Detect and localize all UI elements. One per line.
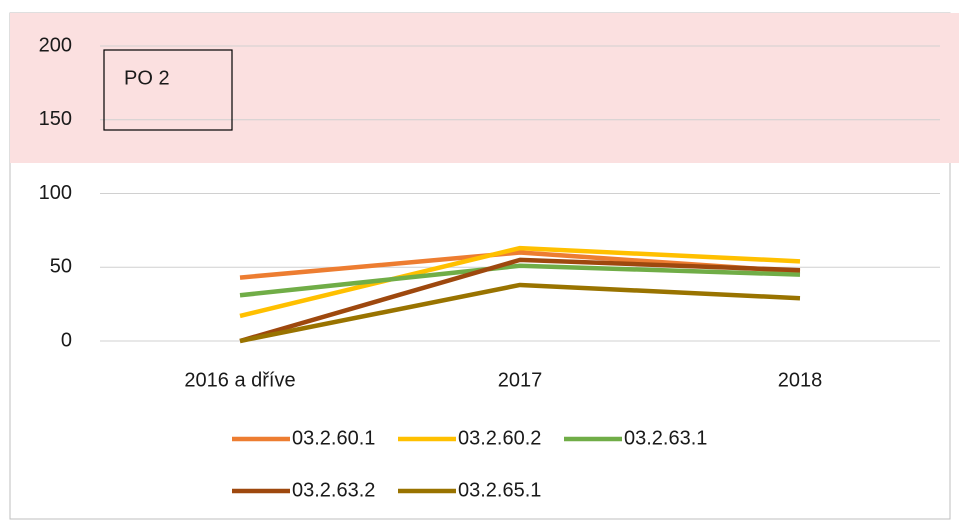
legend-label: 03.2.63.2 — [292, 479, 375, 501]
annotation-box — [103, 49, 233, 131]
series-line — [239, 263, 801, 298]
series-line — [239, 257, 801, 344]
y-tick-label: 200 — [39, 34, 72, 56]
x-tick-label: 2018 — [778, 369, 823, 391]
x-tick-label: 2017 — [498, 369, 543, 391]
y-tick-label: 100 — [39, 182, 72, 204]
legend-label: 03.2.60.1 — [292, 427, 375, 449]
legend-label: 03.2.65.1 — [458, 479, 541, 501]
series-line — [239, 282, 801, 344]
y-tick-label: 50 — [50, 256, 72, 278]
series-line — [239, 245, 801, 319]
y-tick-label: 0 — [61, 329, 72, 351]
lines — [239, 245, 801, 344]
y-tick-label: 150 — [39, 108, 72, 130]
highlight-band — [10, 13, 959, 163]
annotation: PO 2 — [124, 67, 170, 89]
legend-label: 03.2.63.1 — [624, 427, 707, 449]
legend-label: 03.2.60.2 — [458, 427, 541, 449]
x-tick-label: 2016 a dříve — [184, 369, 295, 391]
